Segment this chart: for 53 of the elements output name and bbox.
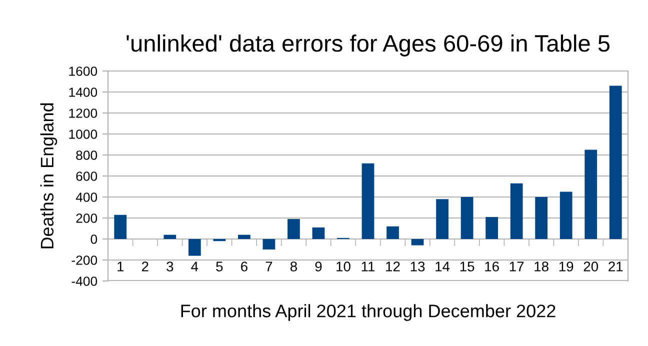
x-tick-label: 11 xyxy=(362,262,375,272)
bar xyxy=(411,239,424,246)
x-tick-label: 1 xyxy=(118,262,124,272)
x-tick-label: 19 xyxy=(559,262,574,272)
y-axis-title: Deaths in England xyxy=(40,103,58,248)
x-tick-label: 3 xyxy=(166,262,174,272)
y-tick-label: 1000 xyxy=(69,130,98,139)
y-tick-label: 800 xyxy=(76,150,98,160)
bar xyxy=(114,214,127,239)
x-tick-label: 13 xyxy=(410,262,425,272)
x-tick-label: 2 xyxy=(142,262,148,272)
y-tick-label: 1400 xyxy=(69,88,98,97)
x-tick-label: 20 xyxy=(584,262,598,272)
x-tick-label: 18 xyxy=(534,262,548,272)
x-tick-label: 10 xyxy=(336,262,350,272)
y-tick-label: -200 xyxy=(72,256,98,265)
bar xyxy=(584,150,598,239)
bar xyxy=(188,239,201,256)
x-tick-label: 15 xyxy=(460,262,474,272)
bar xyxy=(288,219,300,239)
bar xyxy=(262,239,276,250)
x-tick-label: 16 xyxy=(485,262,499,272)
x-tick-label: 17 xyxy=(510,262,524,272)
x-tick-label: 8 xyxy=(290,262,297,272)
bar xyxy=(609,86,622,239)
chart-title: 'unlinked' data errors for Ages 60-69 in Table 5 xyxy=(126,34,610,56)
y-tick-label: -400 xyxy=(72,276,98,286)
bar xyxy=(510,183,523,239)
x-tick-label: 5 xyxy=(216,262,223,272)
x-tick-label: 12 xyxy=(386,262,400,272)
bar xyxy=(535,197,548,239)
bar xyxy=(238,234,250,239)
bar xyxy=(164,234,176,239)
bar xyxy=(486,216,498,239)
x-tick-label: 21 xyxy=(608,262,623,272)
x-axis-title: For months April 2021 through December 2022 xyxy=(181,304,556,321)
y-tick-label: 400 xyxy=(76,192,98,202)
x-tick-label: 9 xyxy=(315,262,322,272)
bar xyxy=(386,226,399,239)
y-tick-label: 1600 xyxy=(69,66,98,76)
x-tick-label: 14 xyxy=(436,262,450,272)
x-tick-label: 4 xyxy=(191,262,198,272)
x-tick-label: 6 xyxy=(241,262,248,272)
y-tick-label: 1200 xyxy=(69,108,98,118)
bar xyxy=(460,197,474,239)
bar xyxy=(560,192,572,239)
y-tick-label: 600 xyxy=(76,172,98,181)
bar xyxy=(436,199,448,239)
y-tick-label: 200 xyxy=(76,214,98,223)
y-tick-label: 0 xyxy=(90,234,98,244)
x-tick-label: 7 xyxy=(266,262,272,272)
bar xyxy=(312,227,325,239)
bar xyxy=(362,163,374,239)
